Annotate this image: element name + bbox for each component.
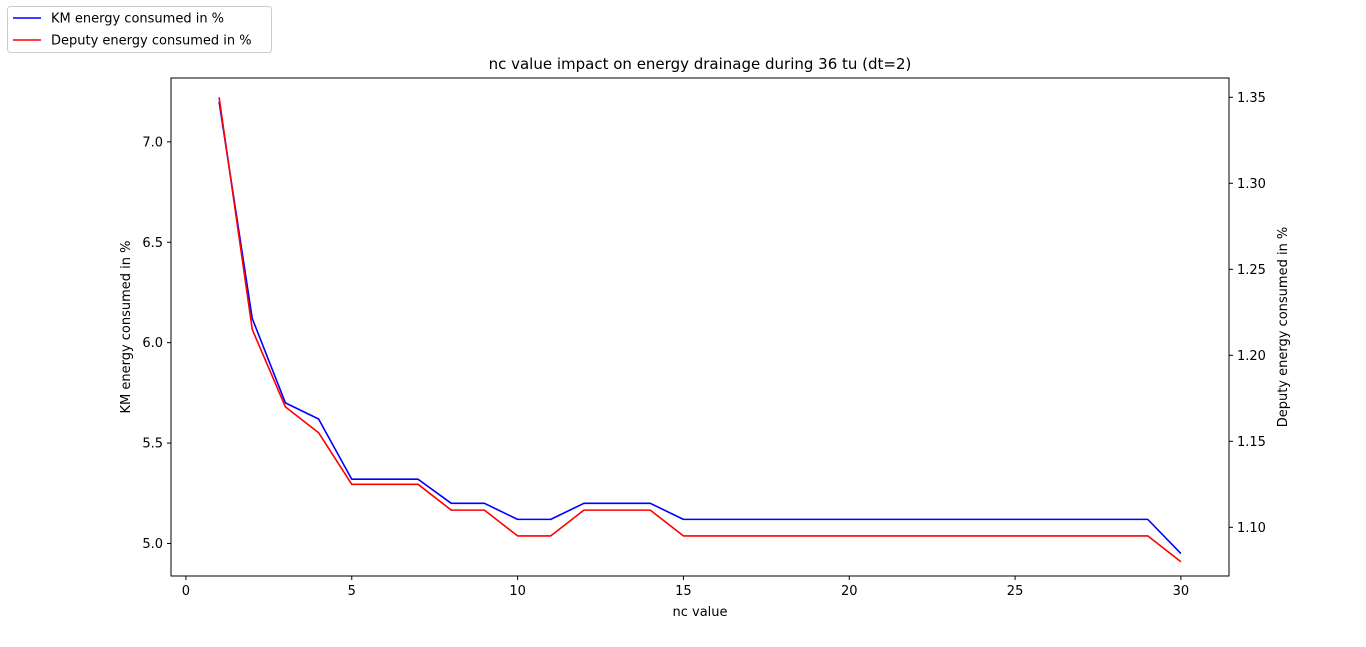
y-axis-right: 1.10 1.15 1.20 1.25 1.30 1.35 [1229, 91, 1266, 536]
y-tick-label-right: 1.15 [1237, 435, 1266, 450]
x-tick-label: 30 [1173, 584, 1190, 599]
y-tick-label-right: 1.20 [1237, 349, 1266, 364]
y-tick-label-left: 5.0 [142, 537, 163, 552]
y-axis-left: 5.0 5.5 6.0 6.5 7.0 [142, 135, 171, 552]
y-tick-label-right: 1.30 [1237, 177, 1266, 192]
y-tick-label-right: 1.35 [1237, 91, 1266, 106]
plot-lines [218, 97, 1182, 563]
y-tick-label-right: 1.10 [1237, 521, 1266, 536]
plot-frame [170, 77, 1230, 577]
chart-title: nc value impact on energy drainage durin… [489, 55, 912, 73]
legend-box [7, 6, 272, 53]
x-tick-label: 5 [348, 584, 356, 599]
legend: KM energy consumed in % Deputy energy con… [7, 6, 272, 53]
y-tick-label-left: 5.5 [142, 437, 163, 452]
y-tick-label-left: 6.0 [142, 336, 163, 351]
legend-label-1: KM energy consumed in % [51, 12, 224, 27]
x-axis: 0 5 10 15 20 25 30 [182, 576, 1189, 599]
y-axis-label-right: Deputy energy consumed in % [1276, 227, 1291, 428]
x-axis-label: nc value [672, 605, 727, 620]
x-tick-label: 10 [509, 584, 526, 599]
x-tick-label: 25 [1007, 584, 1024, 599]
series-line-2 [218, 97, 1182, 563]
x-tick-label: 20 [841, 584, 858, 599]
y-tick-label-left: 6.5 [142, 236, 163, 251]
y-tick-label-right: 1.25 [1237, 263, 1266, 278]
x-tick-label: 0 [182, 584, 190, 599]
legend-label-2: Deputy energy consumed in % [51, 34, 252, 49]
x-tick-label: 15 [675, 584, 692, 599]
series-line-1 [218, 101, 1182, 555]
y-axis-label-left: KM energy consumed in % [119, 240, 134, 413]
y-tick-label-left: 7.0 [142, 135, 163, 150]
